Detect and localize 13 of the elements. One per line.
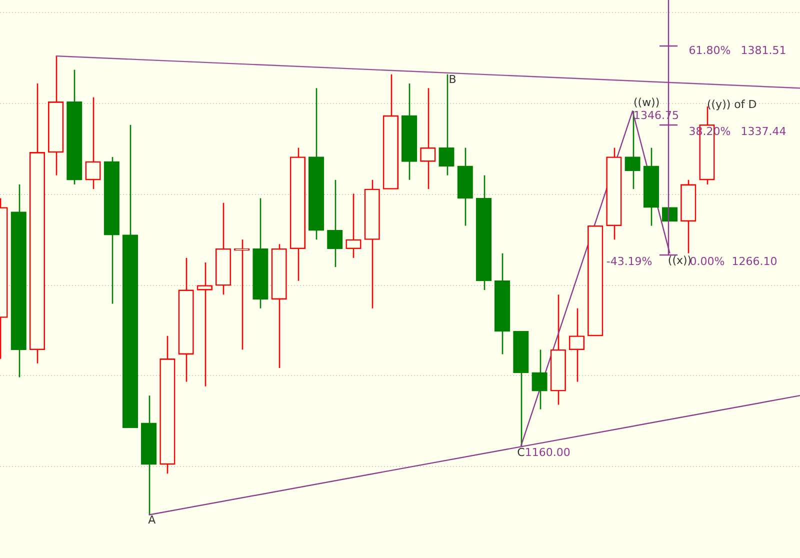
annotation: 1160.00 [524, 446, 570, 459]
annotation: 0.00% [690, 254, 725, 268]
annotation: A [148, 514, 156, 527]
annotation: 1337.44 [740, 124, 786, 138]
annotation: ((w)) [633, 96, 660, 109]
annotation: ((y)) of D [706, 98, 757, 111]
annotation: B [448, 73, 456, 86]
annotation: 1266.10 [732, 254, 778, 268]
annotation: ((x)) [668, 254, 692, 267]
annotation: 1381.51 [740, 44, 786, 57]
annotation: -43.19% [606, 254, 652, 268]
annotation: C [517, 446, 526, 459]
annotation: 61.80% [688, 44, 731, 57]
